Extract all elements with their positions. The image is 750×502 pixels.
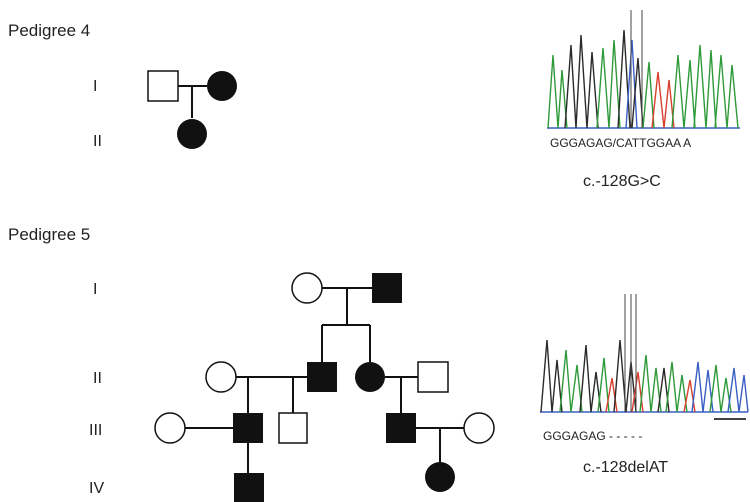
peak-trace-green bbox=[639, 354, 662, 413]
male-affected bbox=[307, 362, 337, 392]
pedigree-5-lines bbox=[185, 287, 464, 473]
pedigree-4-lines bbox=[178, 85, 207, 118]
male-affected bbox=[234, 473, 264, 502]
peak-trace-green bbox=[642, 61, 655, 129]
peak-trace-green bbox=[671, 54, 696, 129]
peak-trace-green bbox=[596, 39, 621, 129]
sequence-text-5: GGGAGAG - - - - - bbox=[543, 429, 642, 443]
male-unaffected bbox=[147, 70, 179, 102]
peak-trace-black bbox=[631, 57, 644, 129]
peak-trace-green bbox=[693, 44, 717, 129]
female-unaffected bbox=[205, 361, 237, 393]
peak-trace-blue bbox=[691, 361, 714, 413]
female-affected bbox=[355, 362, 385, 392]
generation-label-II: II bbox=[93, 370, 102, 387]
peak-trace-green bbox=[547, 54, 568, 129]
female-affected-child bbox=[177, 119, 207, 149]
female-unaffected bbox=[463, 412, 495, 444]
peak-trace-green bbox=[665, 361, 688, 413]
peak-trace-black bbox=[613, 339, 637, 413]
peak-trace-green bbox=[714, 54, 739, 129]
male-affected bbox=[386, 413, 416, 443]
peak-trace-green bbox=[559, 349, 583, 413]
generation-label-III: III bbox=[89, 422, 102, 439]
sequence-text-4: GGGAGAG/CATTGGAA A bbox=[550, 136, 691, 150]
pedigree-5: Pedigree 5 I II III IV bbox=[8, 225, 749, 502]
male-affected bbox=[233, 413, 263, 443]
peak-trace-black bbox=[564, 34, 599, 129]
generation-label-I: I bbox=[93, 78, 97, 95]
peak-trace-green bbox=[709, 364, 732, 413]
female-affected bbox=[425, 462, 455, 492]
pedigree-4-title: Pedigree 4 bbox=[8, 21, 90, 40]
peak-trace-blue bbox=[625, 39, 638, 129]
generation-label-I: I bbox=[93, 281, 97, 298]
female-unaffected bbox=[154, 412, 186, 444]
male-unaffected bbox=[417, 361, 449, 393]
peak-trace-blue bbox=[727, 367, 749, 413]
generation-label-II: II bbox=[93, 133, 102, 150]
female-affected bbox=[207, 71, 237, 101]
peak-trace-black bbox=[540, 339, 563, 413]
pedigree-4: Pedigree 4 I II GGGAGAG/CATTGGAA A bbox=[8, 10, 740, 190]
peak-trace-black bbox=[579, 344, 602, 413]
pedigree-5-title: Pedigree 5 bbox=[8, 225, 90, 244]
peak-trace-green bbox=[597, 357, 610, 413]
generation-label-IV: IV bbox=[89, 480, 104, 497]
male-unaffected bbox=[278, 412, 308, 444]
mutation-label-4: c.-128G>C bbox=[583, 173, 661, 190]
chromatogram-5 bbox=[540, 294, 749, 420]
peak-trace-black bbox=[617, 29, 631, 129]
chromatogram-4 bbox=[547, 10, 740, 129]
mutation-label-5: c.-128delAT bbox=[583, 459, 668, 476]
peak-trace-red bbox=[651, 71, 675, 129]
male-affected bbox=[372, 273, 402, 303]
female-unaffected bbox=[291, 272, 323, 304]
